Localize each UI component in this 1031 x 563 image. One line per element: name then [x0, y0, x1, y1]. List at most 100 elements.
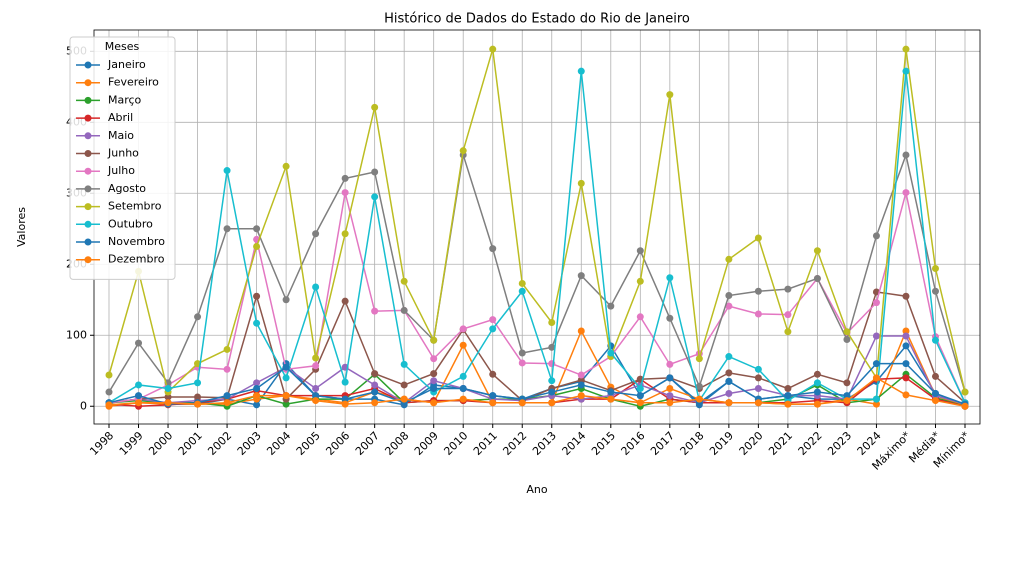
data-point — [813, 379, 821, 387]
data-point — [253, 392, 261, 400]
data-point — [253, 292, 261, 300]
data-point — [784, 385, 792, 393]
data-point — [695, 355, 703, 363]
data-point — [253, 379, 261, 387]
x-tick-label: 2020 — [737, 429, 766, 458]
data-point — [784, 285, 792, 293]
data-point — [194, 400, 202, 408]
legend-marker — [84, 238, 92, 246]
x-tick-label: 2022 — [796, 429, 825, 458]
data-point — [518, 287, 526, 295]
data-point — [341, 297, 349, 305]
data-point — [754, 365, 762, 373]
x-tick-label: 2010 — [441, 429, 470, 458]
legend-box — [69, 36, 176, 280]
legend-marker — [84, 167, 92, 175]
series-line — [108, 291, 966, 404]
data-point — [430, 370, 438, 378]
data-point — [872, 374, 880, 382]
data-point — [666, 399, 674, 407]
x-tick-label: 2006 — [323, 429, 352, 458]
data-point — [902, 327, 910, 335]
legend-label: Novembro — [108, 235, 165, 248]
x-tick-label: 2007 — [353, 429, 382, 458]
x-tick-label: 2001 — [176, 429, 205, 458]
data-point — [105, 371, 113, 379]
data-point — [518, 399, 526, 407]
data-point — [341, 189, 349, 197]
x-tick-label: 2016 — [619, 429, 648, 458]
x-tick-label: 2019 — [707, 429, 736, 458]
data-point — [577, 392, 585, 400]
data-point — [430, 377, 438, 385]
data-point — [223, 225, 231, 233]
data-point — [931, 389, 939, 397]
data-point — [400, 306, 408, 314]
data-point — [872, 299, 880, 307]
data-point — [902, 151, 910, 159]
data-point — [725, 255, 733, 263]
data-point — [666, 360, 674, 368]
data-point — [253, 401, 261, 409]
data-point — [607, 302, 615, 310]
x-tick-label: 2005 — [294, 429, 323, 458]
data-point — [518, 349, 526, 357]
x-tick-label: 2017 — [648, 429, 677, 458]
data-point — [194, 313, 202, 321]
data-point — [282, 296, 290, 304]
data-point — [636, 385, 644, 393]
data-point — [843, 379, 851, 387]
y-tick-label: 100 — [66, 328, 87, 341]
data-point — [341, 378, 349, 386]
data-point — [725, 302, 733, 310]
data-point — [754, 287, 762, 295]
data-point — [872, 332, 880, 340]
data-point — [931, 287, 939, 295]
data-point — [282, 162, 290, 170]
x-tick-label: 2008 — [382, 429, 411, 458]
data-point — [784, 392, 792, 400]
legend-label: Setembro — [108, 200, 162, 213]
data-point — [459, 385, 467, 393]
data-point — [872, 360, 880, 368]
data-point — [577, 371, 585, 379]
data-point — [223, 392, 231, 400]
data-point — [872, 232, 880, 240]
legend-title: Meses — [105, 40, 140, 53]
data-point — [341, 400, 349, 408]
data-point — [105, 388, 113, 396]
legend-marker — [84, 203, 92, 211]
data-point — [843, 336, 851, 344]
legend-label: Julho — [107, 164, 135, 177]
data-point — [194, 393, 202, 401]
data-point — [636, 313, 644, 321]
data-point — [400, 360, 408, 368]
data-point — [459, 325, 467, 333]
legend-label: Abril — [108, 111, 133, 124]
legend-label: Junho — [107, 147, 139, 160]
data-point — [282, 392, 290, 400]
data-point — [282, 400, 290, 408]
data-point — [548, 377, 556, 385]
chart-title: Histórico de Dados do Estado do Rio de J… — [384, 12, 690, 27]
data-point — [312, 397, 320, 405]
legend-marker — [84, 61, 92, 69]
data-point — [459, 147, 467, 155]
data-point — [223, 345, 231, 353]
data-point — [253, 243, 261, 251]
legend-label: Outubro — [108, 217, 153, 230]
data-point — [902, 374, 910, 382]
data-point — [843, 392, 851, 400]
data-point — [695, 382, 703, 390]
legend-label: Maio — [108, 129, 134, 142]
legend-marker — [84, 220, 92, 228]
x-tick-label: 2013 — [530, 429, 559, 458]
data-point — [813, 247, 821, 255]
data-point — [548, 343, 556, 351]
data-point — [282, 374, 290, 382]
data-point — [518, 359, 526, 367]
series-line — [108, 71, 966, 404]
data-point — [371, 193, 379, 201]
data-point — [695, 395, 703, 403]
data-point — [430, 355, 438, 363]
